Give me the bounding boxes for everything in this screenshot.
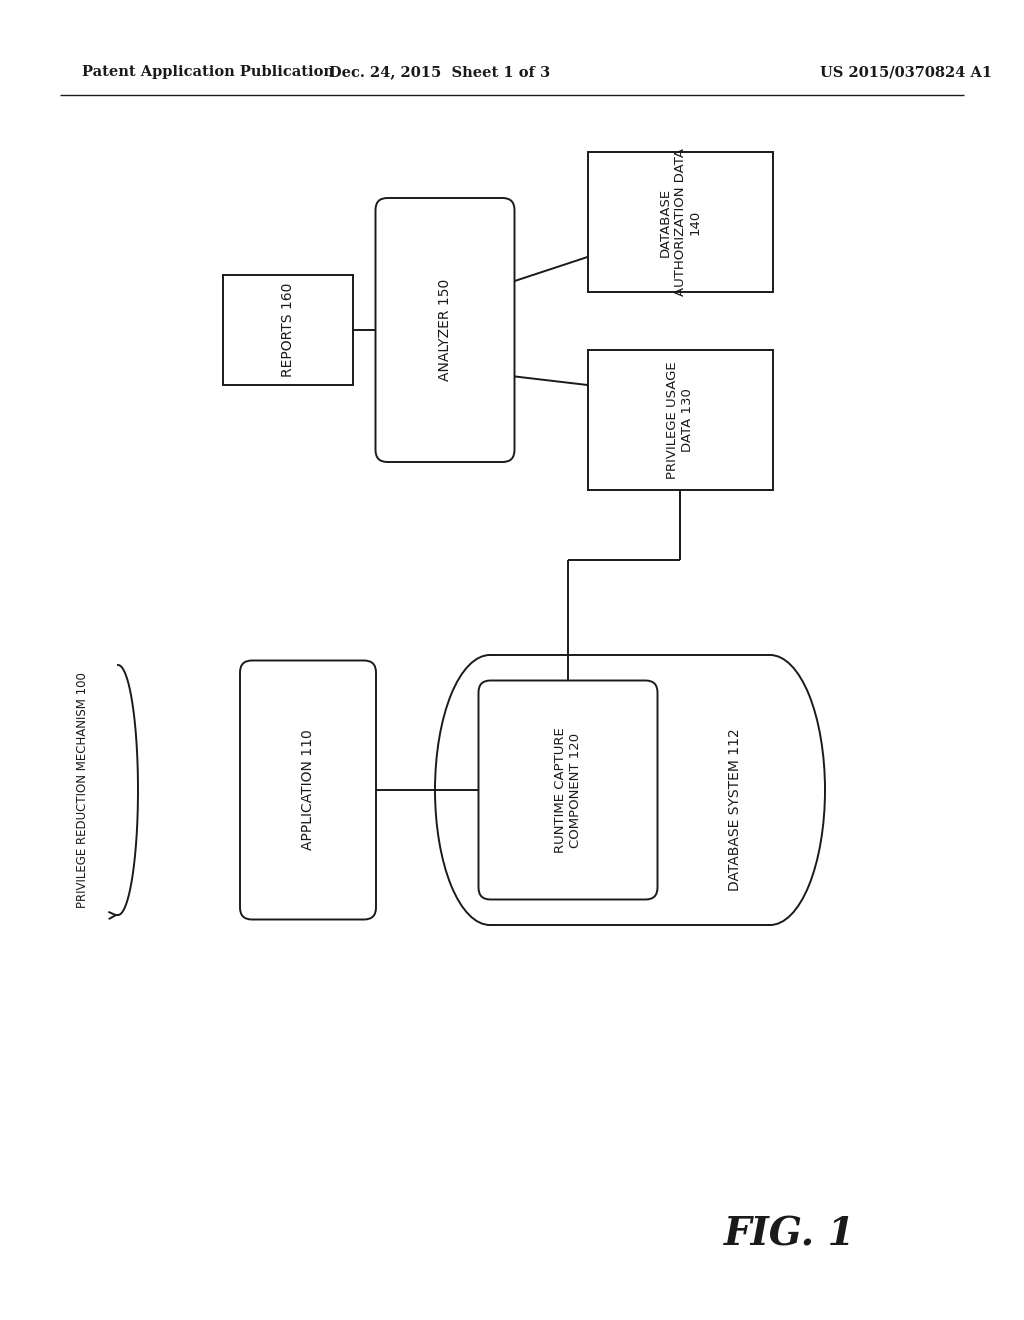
Text: Patent Application Publication: Patent Application Publication	[82, 65, 334, 79]
Ellipse shape	[435, 655, 545, 925]
FancyBboxPatch shape	[478, 681, 657, 899]
Text: Dec. 24, 2015  Sheet 1 of 3: Dec. 24, 2015 Sheet 1 of 3	[330, 65, 551, 79]
Text: PRIVILEGE USAGE
DATA 130: PRIVILEGE USAGE DATA 130	[666, 362, 694, 479]
Bar	[223, 275, 353, 385]
Bar	[588, 350, 772, 490]
Text: APPLICATION 110: APPLICATION 110	[301, 730, 315, 850]
Text: PRIVILEGE REDUCTION MECHANISM 100: PRIVILEGE REDUCTION MECHANISM 100	[76, 672, 88, 908]
Text: REPORTS 160: REPORTS 160	[281, 282, 295, 378]
Text: DATABASE
AUTHORIZATION DATA
140: DATABASE AUTHORIZATION DATA 140	[658, 148, 701, 296]
Text: FIG. 1: FIG. 1	[724, 1216, 856, 1254]
Text: RUNTIME CAPTURE
COMPONENT 120: RUNTIME CAPTURE COMPONENT 120	[554, 727, 582, 853]
FancyBboxPatch shape	[240, 660, 376, 920]
Bar	[588, 152, 772, 292]
Ellipse shape	[715, 655, 825, 925]
Bar	[490, 655, 770, 925]
FancyBboxPatch shape	[376, 198, 514, 462]
Text: US 2015/0370824 A1: US 2015/0370824 A1	[820, 65, 992, 79]
Text: DATABASE SYSTEM 112: DATABASE SYSTEM 112	[728, 729, 742, 891]
Text: ANALYZER 150: ANALYZER 150	[438, 279, 452, 381]
